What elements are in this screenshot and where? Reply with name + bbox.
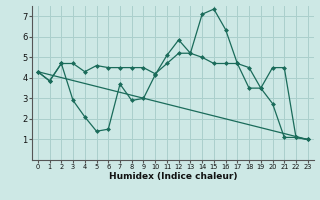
X-axis label: Humidex (Indice chaleur): Humidex (Indice chaleur)	[108, 172, 237, 181]
